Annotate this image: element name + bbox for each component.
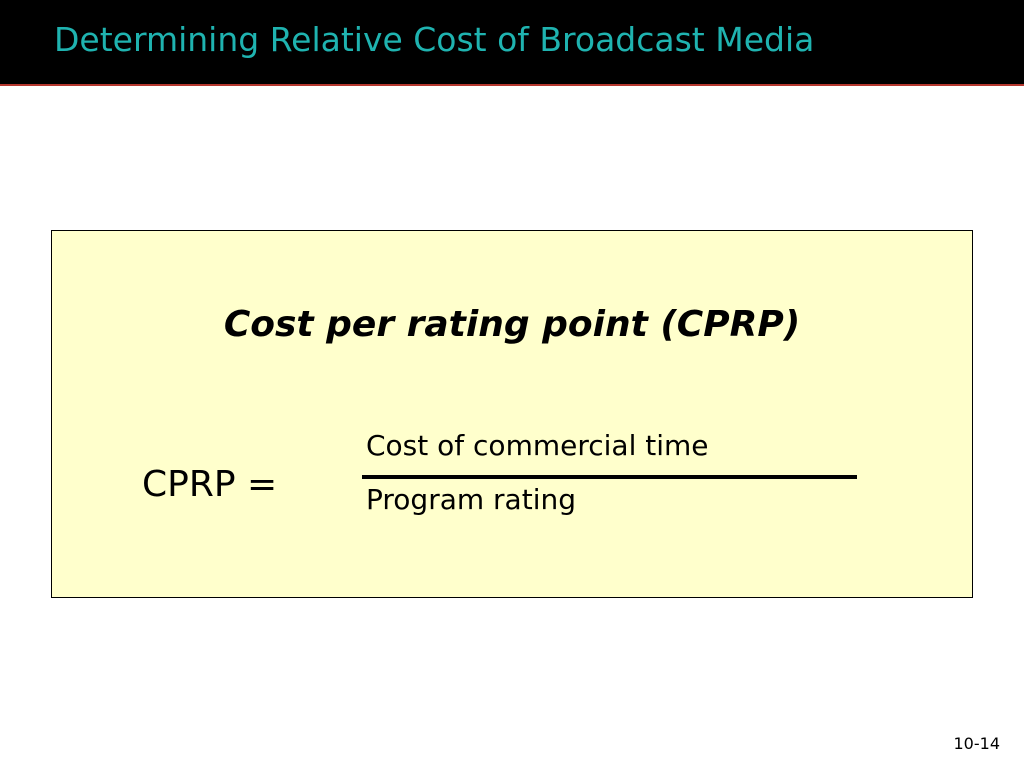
fraction-denominator: Program rating <box>366 483 576 516</box>
fraction-bar <box>362 475 857 479</box>
formula-box: Cost per rating point (CPRP) CPRP = Cost… <box>51 230 973 598</box>
formula-lhs: CPRP = <box>142 464 278 505</box>
fraction-numerator: Cost of commercial time <box>366 429 709 462</box>
formula-heading: Cost per rating point (CPRP) <box>223 304 801 345</box>
slide-title: Determining Relative Cost of Broadcast M… <box>54 20 815 59</box>
slide-number: 10-14 <box>953 734 1001 753</box>
title-bar: Determining Relative Cost of Broadcast M… <box>0 0 1024 86</box>
